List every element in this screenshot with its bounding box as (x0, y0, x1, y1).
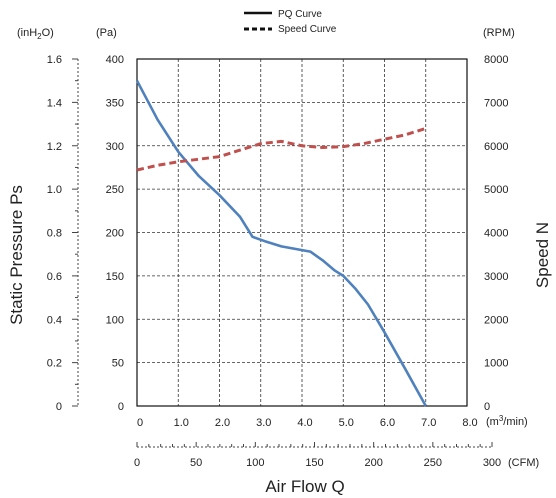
pa-tick-label: 200 (106, 228, 124, 240)
x-tick-label: 3.0 (256, 417, 271, 429)
legend-pq-label: PQ Curve (278, 9, 322, 20)
x-tick-label: 0 (137, 417, 143, 429)
rpm-tick-label: 6000 (484, 141, 508, 153)
x-tick-label: 5.0 (339, 417, 354, 429)
pa-tick-label: 400 (106, 54, 124, 66)
series-layer (135, 80, 427, 407)
pa-tick-label: 150 (106, 271, 124, 283)
grid (137, 59, 467, 406)
inh2o-tick-label: 0.2 (47, 358, 62, 370)
x-tick-label: 6.0 (380, 417, 395, 429)
inh2o-tick-label: 1.6 (47, 54, 62, 66)
pa-tick-label: 350 (106, 97, 124, 109)
inh2o-tick-label: 0.8 (47, 228, 62, 240)
pa-tick-label: 0 (118, 401, 124, 413)
inh2o-tick-label: 0.4 (47, 314, 62, 326)
inh2o-tick-label: 1.0 (47, 184, 62, 196)
pq-curve-line (135, 80, 427, 407)
cfm-tick-label: 50 (190, 457, 202, 469)
legend: PQ Curve Speed Curve (244, 9, 337, 35)
m3-unit-label: (m3/min) (486, 414, 528, 428)
inh2o-tick-label: 1.4 (47, 97, 62, 109)
speed-axis-title: Speed N (533, 222, 552, 288)
inh2o-tick-label: 1.2 (47, 141, 62, 153)
cfm-tick-label: 0 (134, 457, 140, 469)
pa-tick-label: 250 (106, 184, 124, 196)
x-tick-label: 2.0 (215, 417, 230, 429)
inh2o-unit-label: (inH2O) (17, 27, 54, 41)
cfm-tick-label: 200 (364, 457, 382, 469)
rpm-tick-label: 1000 (484, 358, 508, 370)
x-tick-label: 8.0 (462, 417, 477, 429)
rpm-tick-label: 8000 (484, 54, 508, 66)
plot-frame (136, 58, 468, 407)
x-tick-label: 1.0 (174, 417, 189, 429)
rpm-unit-label: (RPM) (483, 27, 515, 39)
pa-tick-label: 50 (112, 358, 124, 370)
legend-speed-label: Speed Curve (278, 24, 337, 35)
axes: 0 1.0 2.0 3.0 4.0 5.0 6.0 7.0 8.0 0 50 100 150 200 250… (47, 54, 509, 469)
x-tick-label: 7.0 (421, 417, 436, 429)
cfm-unit-label: (CFM) (508, 457, 539, 469)
pa-tick-label: 100 (106, 314, 124, 326)
inh2o-tick-label: 0 (56, 401, 62, 413)
speed-curve-line (136, 126, 427, 172)
cfm-tick-label: 100 (246, 457, 264, 469)
cfm-tick-label: 150 (305, 457, 323, 469)
pa-tick-label: 300 (106, 141, 124, 153)
cfm-tick-label: 300 (483, 457, 501, 469)
x-tick-label: 4.0 (297, 417, 312, 429)
inh2o-tick-label: 0.6 (47, 271, 62, 283)
cfm-tick-label: 250 (424, 457, 442, 469)
rpm-tick-label: 0 (484, 401, 490, 413)
y-axis-title: Static Pressure Ps (7, 185, 26, 325)
rpm-tick-label: 4000 (484, 228, 508, 240)
x-axis-title: Air Flow Q (265, 477, 344, 496)
rpm-tick-label: 7000 (484, 97, 508, 109)
rpm-tick-label: 3000 (484, 271, 508, 283)
rpm-tick-label: 2000 (484, 314, 508, 326)
pa-unit-label: (Pa) (96, 27, 117, 39)
rpm-tick-label: 5000 (484, 184, 508, 196)
